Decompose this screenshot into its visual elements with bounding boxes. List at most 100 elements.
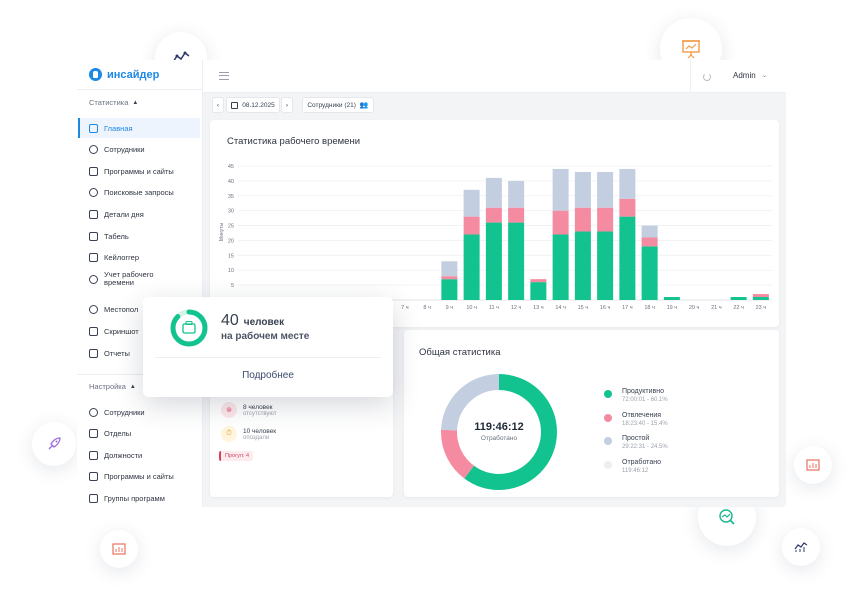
- bar-productive[interactable]: [663, 297, 680, 300]
- settings-nav-item[interactable]: Сотрудники: [78, 402, 200, 422]
- bar-idle[interactable]: [441, 261, 458, 277]
- presence-sub: на рабочем месте: [221, 331, 310, 342]
- settings-nav-item[interactable]: Отделы: [78, 424, 200, 444]
- stats-nav-item[interactable]: Кейлоггер: [78, 248, 200, 268]
- donut-total: 119:46:12: [474, 421, 524, 433]
- stats-nav-item[interactable]: Местопол: [78, 300, 200, 320]
- stats-nav-item[interactable]: Детали дня: [78, 204, 200, 224]
- bar-distraction[interactable]: [552, 210, 569, 235]
- bar-distraction[interactable]: [619, 198, 636, 217]
- stats-nav-item[interactable]: Сотрудники: [78, 140, 200, 160]
- bar-idle[interactable]: [574, 171, 591, 208]
- list-icon: [89, 209, 98, 219]
- top-bar: [203, 60, 786, 93]
- bar-productive[interactable]: [530, 282, 547, 300]
- presence-more-link[interactable]: Подробнее: [242, 370, 294, 381]
- stats-nav-item[interactable]: Поисковые запросы: [78, 183, 200, 203]
- bar-idle[interactable]: [597, 171, 614, 208]
- section-statistics[interactable]: Статистика ▲: [89, 98, 138, 107]
- x-tick-label: 11 ч: [489, 305, 499, 311]
- bar-productive[interactable]: [752, 297, 769, 300]
- legend-dot: [604, 413, 612, 422]
- bar-productive[interactable]: [463, 234, 480, 300]
- stats-nav-item[interactable]: Главная: [78, 118, 200, 138]
- settings-nav-item[interactable]: Группы программ: [78, 488, 200, 508]
- bar-idle[interactable]: [641, 225, 658, 238]
- donut-productive[interactable]: [441, 374, 557, 490]
- menu-icon[interactable]: [219, 72, 229, 80]
- refresh-icon[interactable]: [703, 73, 711, 81]
- settings-nav-item[interactable]: Должности: [78, 445, 200, 465]
- bar-productive[interactable]: [441, 279, 458, 300]
- settings-nav-item[interactable]: Программы и сайты: [78, 467, 200, 487]
- bar-productive[interactable]: [641, 246, 658, 300]
- stats-nav-item[interactable]: Табель: [78, 226, 200, 246]
- employees-filter[interactable]: Сотрудники (21) 👥: [302, 97, 374, 113]
- image-icon: [89, 326, 98, 336]
- id-icon: [89, 450, 98, 460]
- sidebar-divider: [77, 89, 203, 90]
- bar-distraction[interactable]: [441, 276, 458, 280]
- stats-nav-item[interactable]: Учет рабочего времени: [78, 269, 200, 289]
- stats-nav-label: Местопол: [104, 305, 139, 315]
- bar-productive[interactable]: [552, 234, 569, 300]
- bar-idle[interactable]: [619, 168, 636, 199]
- bar-productive[interactable]: [485, 222, 502, 300]
- legend-item: Простой 29:22:31 - 24.5%: [604, 435, 668, 450]
- brand-logo[interactable]: инсайдер: [89, 68, 159, 81]
- stats-nav-label: Скриншот: [104, 326, 139, 336]
- stats-nav-label: Поисковые запросы: [104, 188, 174, 198]
- bar-productive[interactable]: [597, 231, 614, 300]
- stats-nav-item[interactable]: Программы и сайты: [78, 161, 200, 181]
- bar-distraction[interactable]: [508, 207, 525, 223]
- x-tick-label: 19 ч: [667, 305, 678, 311]
- presence-ring: [170, 309, 208, 347]
- stats-nav-item[interactable]: Отчеты: [78, 343, 200, 363]
- bar-distraction[interactable]: [597, 207, 614, 232]
- bar-productive[interactable]: [508, 222, 525, 300]
- topbar-divider: [690, 60, 691, 93]
- y-tick-label: 15: [228, 253, 234, 259]
- next-date-button[interactable]: ›: [281, 97, 293, 113]
- presence-unit: человек: [243, 317, 285, 328]
- x-tick-label: 13 ч: [533, 305, 544, 311]
- stats-nav-label: Учет рабочего времени: [104, 269, 154, 288]
- keyboard-icon: [89, 253, 98, 263]
- chevron-right-icon: ›: [285, 101, 289, 109]
- prev-date-button[interactable]: ‹: [212, 97, 224, 113]
- bar-idle[interactable]: [485, 177, 502, 208]
- bar-productive[interactable]: [619, 216, 636, 300]
- chart-line-icon: [794, 542, 808, 552]
- bar-idle[interactable]: [508, 180, 525, 208]
- absent-row[interactable]: ⊗ 8 человек отсутствуют: [221, 402, 277, 418]
- legend-value: 29:22:31 - 24.5%: [622, 444, 668, 450]
- bar-idle[interactable]: [463, 189, 480, 217]
- user-menu[interactable]: Admin: [733, 71, 756, 80]
- bar-idle[interactable]: [552, 168, 569, 211]
- bar-distraction[interactable]: [485, 207, 502, 223]
- bar-productive[interactable]: [574, 231, 591, 300]
- report-chart-icon: [112, 543, 126, 555]
- chevron-down-icon[interactable]: ⌄: [762, 73, 768, 79]
- late-row[interactable]: ⏱ 10 человек опоздали: [221, 426, 276, 442]
- bar-distraction[interactable]: [641, 237, 658, 247]
- users-icon: 👥: [359, 102, 369, 109]
- date-picker[interactable]: 08.12.2025: [226, 97, 280, 113]
- legend-dot: [604, 390, 612, 398]
- section-settings[interactable]: Настройка ▲: [89, 382, 136, 391]
- bar-distraction[interactable]: [463, 216, 480, 235]
- bar-distraction[interactable]: [530, 279, 547, 283]
- report-badge-left: [100, 530, 138, 568]
- truancy-badge[interactable]: Прогул: 4: [219, 451, 254, 461]
- bar-distraction[interactable]: [752, 294, 769, 298]
- x-tick-label: 7 ч: [401, 305, 409, 311]
- y-tick-label: 35: [228, 194, 234, 200]
- bar-distraction[interactable]: [574, 207, 591, 232]
- late-label: опоздали: [243, 434, 270, 441]
- bar-productive[interactable]: [730, 297, 747, 300]
- logo-icon: [89, 68, 102, 81]
- stats-nav-label: Главная: [104, 123, 133, 133]
- stats-nav-item[interactable]: Скриншот: [78, 321, 200, 341]
- calendar-icon: [89, 231, 98, 241]
- donut-distraction[interactable]: [441, 374, 557, 490]
